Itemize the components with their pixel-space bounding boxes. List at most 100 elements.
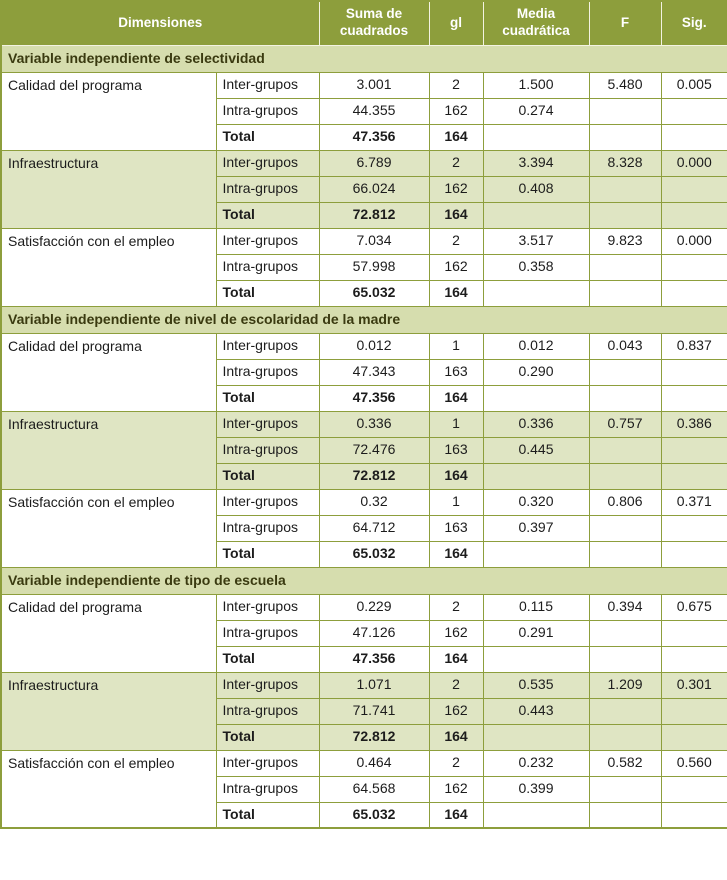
row-label: Total bbox=[215, 723, 320, 751]
value-cell: 72.812 bbox=[318, 723, 430, 751]
row-label: Total bbox=[215, 540, 320, 568]
value-cell: 47.356 bbox=[318, 645, 430, 673]
value-cell: 162 bbox=[428, 619, 484, 647]
table-row: Intra-grupos 47.343 163 0.290 bbox=[1, 358, 727, 386]
value-cell: 65.032 bbox=[318, 279, 430, 307]
row-label: Intra-grupos bbox=[215, 514, 320, 542]
section-title: Variable independiente de selectividad bbox=[0, 44, 727, 73]
value-cell: 1.209 bbox=[588, 671, 662, 699]
value-cell bbox=[482, 279, 590, 307]
value-cell bbox=[660, 697, 727, 725]
row-label: Intra-grupos bbox=[215, 97, 320, 125]
dimension-cell: Calidad del programa bbox=[0, 71, 217, 151]
row-label: Inter-grupos bbox=[215, 671, 320, 699]
value-cell bbox=[660, 253, 727, 281]
table-row: Satisfacción con el empleo Inter-grupos 0.… bbox=[0, 749, 727, 829]
row-label: Inter-grupos bbox=[215, 71, 320, 99]
value-cell: 0.115 bbox=[482, 593, 590, 621]
value-cell bbox=[588, 175, 662, 203]
value-cell: 0.371 bbox=[660, 488, 727, 516]
value-cell: 0.535 bbox=[482, 671, 590, 699]
table-row: Total 72.812 164 bbox=[1, 723, 727, 751]
value-cell bbox=[588, 514, 662, 542]
value-cell: 2 bbox=[428, 593, 484, 621]
row-label: Total bbox=[215, 645, 320, 673]
value-cell bbox=[660, 619, 727, 647]
row-label: Inter-grupos bbox=[215, 488, 320, 516]
value-cell: 162 bbox=[428, 775, 484, 803]
table-row: Total 47.356 164 bbox=[1, 123, 727, 151]
value-cell: 72.476 bbox=[318, 436, 430, 464]
value-cell: 0.560 bbox=[660, 749, 727, 777]
value-cell: 0.290 bbox=[482, 358, 590, 386]
page: Dimensiones Suma de cuadrados gl Media c… bbox=[0, 0, 727, 829]
section-header-row: Variable independiente de nivel de escol… bbox=[0, 305, 727, 334]
table-row: Intra-grupos 72.476 163 0.445 bbox=[1, 436, 727, 464]
value-cell: 163 bbox=[428, 358, 484, 386]
dimension-cell: Infraestructura bbox=[0, 671, 217, 751]
value-cell: 47.126 bbox=[318, 619, 430, 647]
value-cell: 0.394 bbox=[588, 593, 662, 621]
value-cell: 164 bbox=[428, 801, 484, 829]
value-cell bbox=[588, 253, 662, 281]
table-row: Calidad del programa Inter-grupos 3.001 2 1.… bbox=[0, 71, 727, 151]
dimension-cell: Calidad del programa bbox=[0, 593, 217, 673]
value-cell: 0.443 bbox=[482, 697, 590, 725]
value-cell: 0.336 bbox=[482, 410, 590, 438]
value-cell: 162 bbox=[428, 175, 484, 203]
value-cell: 47.343 bbox=[318, 358, 430, 386]
value-cell: 1 bbox=[428, 410, 484, 438]
value-cell: 2 bbox=[428, 149, 484, 177]
anova-table: Dimensiones Suma de cuadrados gl Media c… bbox=[0, 0, 727, 829]
value-cell: 72.812 bbox=[318, 201, 430, 229]
value-cell: 72.812 bbox=[318, 462, 430, 490]
value-cell bbox=[482, 723, 590, 751]
row-label: Intra-grupos bbox=[215, 436, 320, 464]
value-cell bbox=[660, 514, 727, 542]
value-cell: 0.301 bbox=[660, 671, 727, 699]
row-label: Intra-grupos bbox=[215, 619, 320, 647]
table-row: Intra-grupos 71.741 162 0.443 bbox=[1, 697, 727, 725]
value-cell: 8.328 bbox=[588, 149, 662, 177]
value-cell bbox=[588, 201, 662, 229]
table-row: Infraestructura Inter-grupos 6.789 2 3.394 8.… bbox=[0, 149, 727, 229]
value-cell: 164 bbox=[428, 462, 484, 490]
table-row: Intra-grupos 66.024 162 0.408 bbox=[1, 175, 727, 203]
row-label: Intra-grupos bbox=[215, 358, 320, 386]
value-cell: 1 bbox=[428, 488, 484, 516]
value-cell bbox=[660, 801, 727, 829]
table-row: Infraestructura Inter-grupos 1.071 2 0.535 1.… bbox=[0, 671, 727, 751]
value-cell: 0.445 bbox=[482, 436, 590, 464]
value-cell: 0.32 bbox=[318, 488, 430, 516]
value-cell bbox=[660, 97, 727, 125]
value-cell: 3.001 bbox=[318, 71, 430, 99]
row-label: Intra-grupos bbox=[215, 697, 320, 725]
value-cell: 6.789 bbox=[318, 149, 430, 177]
value-cell: 164 bbox=[428, 384, 484, 412]
value-cell bbox=[660, 358, 727, 386]
value-cell bbox=[660, 384, 727, 412]
value-cell bbox=[660, 645, 727, 673]
value-cell bbox=[660, 540, 727, 568]
table-row: Total 72.812 164 bbox=[1, 201, 727, 229]
value-cell: 0.464 bbox=[318, 749, 430, 777]
value-cell: 2 bbox=[428, 671, 484, 699]
row-label: Intra-grupos bbox=[215, 175, 320, 203]
value-cell bbox=[588, 540, 662, 568]
row-label: Inter-grupos bbox=[215, 749, 320, 777]
value-cell bbox=[588, 358, 662, 386]
value-cell bbox=[588, 801, 662, 829]
value-cell: 0.386 bbox=[660, 410, 727, 438]
table-row: Intra-grupos 44.355 162 0.274 bbox=[1, 97, 727, 125]
section-header-row: Variable independiente de tipo de escuel… bbox=[0, 566, 727, 595]
column-header-suma-de-cuadrados: Suma de cuadrados bbox=[318, 0, 430, 46]
value-cell bbox=[660, 462, 727, 490]
value-cell: 0.320 bbox=[482, 488, 590, 516]
value-cell: 0.043 bbox=[588, 332, 662, 360]
value-cell: 162 bbox=[428, 253, 484, 281]
value-cell: 3.394 bbox=[482, 149, 590, 177]
value-cell: 65.032 bbox=[318, 801, 430, 829]
value-cell: 163 bbox=[428, 514, 484, 542]
value-cell: 7.034 bbox=[318, 227, 430, 255]
value-cell: 0.229 bbox=[318, 593, 430, 621]
